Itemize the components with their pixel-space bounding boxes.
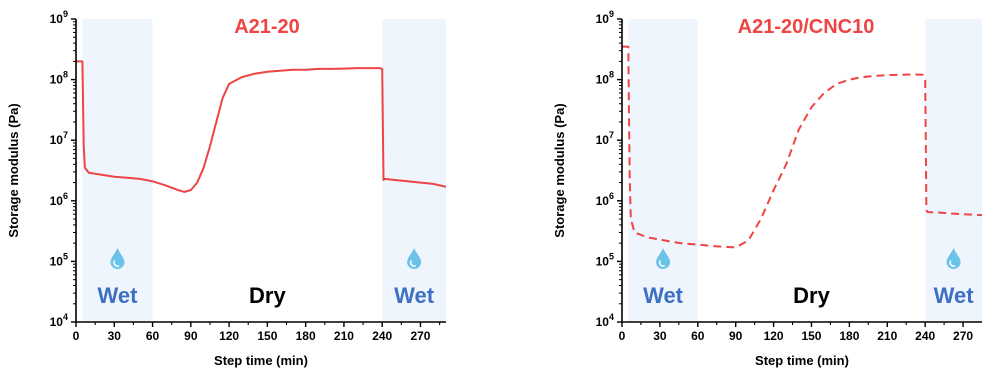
y-tick-exponent: 9 bbox=[63, 9, 68, 19]
y-tick-base: 10 bbox=[596, 254, 610, 268]
y-tick-base: 10 bbox=[50, 73, 64, 87]
y-tick-base: 10 bbox=[596, 194, 610, 208]
y-tick-exponent: 8 bbox=[609, 70, 614, 80]
wet-label: Wet bbox=[394, 283, 435, 308]
x-tick-label: 90 bbox=[729, 329, 743, 343]
x-tick-label: 210 bbox=[877, 329, 897, 343]
water-drop-highlight bbox=[113, 260, 120, 267]
y-tick-exponent: 5 bbox=[63, 251, 68, 261]
y-tick-exponent: 6 bbox=[609, 191, 614, 201]
y-tick-exponent: 6 bbox=[63, 191, 68, 201]
dry-label: Dry bbox=[793, 283, 830, 308]
y-tick-label: 104 bbox=[50, 312, 68, 329]
y-tick-label: 109 bbox=[596, 9, 614, 26]
y-tick-base: 10 bbox=[50, 133, 64, 147]
y-axis-label: Storage modulus (Pa) bbox=[552, 103, 567, 237]
y-tick-label: 106 bbox=[50, 191, 68, 208]
y-tick-label: 107 bbox=[596, 130, 614, 147]
wet-region-band bbox=[628, 19, 698, 322]
x-tick-label: 30 bbox=[108, 329, 122, 343]
y-tick-base: 10 bbox=[50, 194, 64, 208]
wet-label: Wet bbox=[934, 283, 975, 308]
y-tick-label: 105 bbox=[596, 251, 614, 268]
x-tick-label: 60 bbox=[691, 329, 705, 343]
x-tick-label: 0 bbox=[619, 329, 626, 343]
y-tick-label: 105 bbox=[50, 251, 68, 268]
x-tick-label: 90 bbox=[184, 329, 198, 343]
y-tick-exponent: 4 bbox=[609, 312, 614, 322]
x-tick-label: 210 bbox=[334, 329, 354, 343]
y-tick-exponent: 8 bbox=[63, 70, 68, 80]
x-tick-label: 120 bbox=[219, 329, 239, 343]
y-tick-base: 10 bbox=[596, 315, 610, 329]
x-axis-label: Step time (min) bbox=[214, 353, 308, 368]
y-tick-base: 10 bbox=[596, 12, 610, 26]
y-tick-exponent: 7 bbox=[63, 130, 68, 140]
y-axis-label: Storage modulus (Pa) bbox=[6, 103, 21, 237]
chart-title: A21-20 bbox=[234, 16, 300, 38]
wet-region-band bbox=[382, 19, 446, 322]
x-tick-label: 240 bbox=[915, 329, 935, 343]
x-tick-label: 30 bbox=[653, 329, 667, 343]
data-series-line bbox=[76, 60, 446, 193]
x-tick-label: 0 bbox=[73, 329, 80, 343]
x-tick-label: 240 bbox=[372, 329, 392, 343]
x-tick-label: 60 bbox=[146, 329, 160, 343]
y-tick-exponent: 5 bbox=[609, 251, 614, 261]
wet-label: Wet bbox=[97, 283, 138, 308]
data-series-line bbox=[622, 45, 982, 249]
y-tick-base: 10 bbox=[596, 73, 610, 87]
y-tick-label: 107 bbox=[50, 130, 68, 147]
y-tick-exponent: 9 bbox=[609, 9, 614, 19]
wet-region-band bbox=[82, 19, 153, 322]
wet-label: Wet bbox=[643, 283, 684, 308]
y-tick-exponent: 7 bbox=[609, 130, 614, 140]
x-tick-label: 150 bbox=[801, 329, 821, 343]
water-drop-highlight bbox=[658, 260, 665, 267]
x-tick-label: 120 bbox=[764, 329, 784, 343]
y-tick-label: 104 bbox=[596, 312, 614, 329]
y-tick-label: 109 bbox=[50, 9, 68, 26]
y-tick-base: 10 bbox=[50, 315, 64, 329]
y-tick-label: 108 bbox=[50, 70, 68, 87]
x-tick-label: 150 bbox=[257, 329, 277, 343]
x-tick-label: 270 bbox=[410, 329, 430, 343]
y-tick-label: 106 bbox=[596, 191, 614, 208]
chart-title: A21-20/CNC10 bbox=[738, 16, 875, 38]
x-tick-label: 180 bbox=[296, 329, 316, 343]
x-tick-label: 270 bbox=[953, 329, 973, 343]
y-tick-exponent: 4 bbox=[63, 312, 68, 322]
y-tick-base: 10 bbox=[596, 133, 610, 147]
water-drop-highlight bbox=[409, 260, 416, 267]
x-tick-label: 180 bbox=[839, 329, 859, 343]
y-tick-base: 10 bbox=[50, 12, 64, 26]
dry-label: Dry bbox=[249, 283, 286, 308]
y-tick-label: 108 bbox=[596, 70, 614, 87]
y-tick-base: 10 bbox=[50, 254, 64, 268]
water-drop-highlight bbox=[949, 260, 956, 267]
x-axis-label: Step time (min) bbox=[755, 353, 849, 368]
wet-region-band bbox=[925, 19, 982, 322]
